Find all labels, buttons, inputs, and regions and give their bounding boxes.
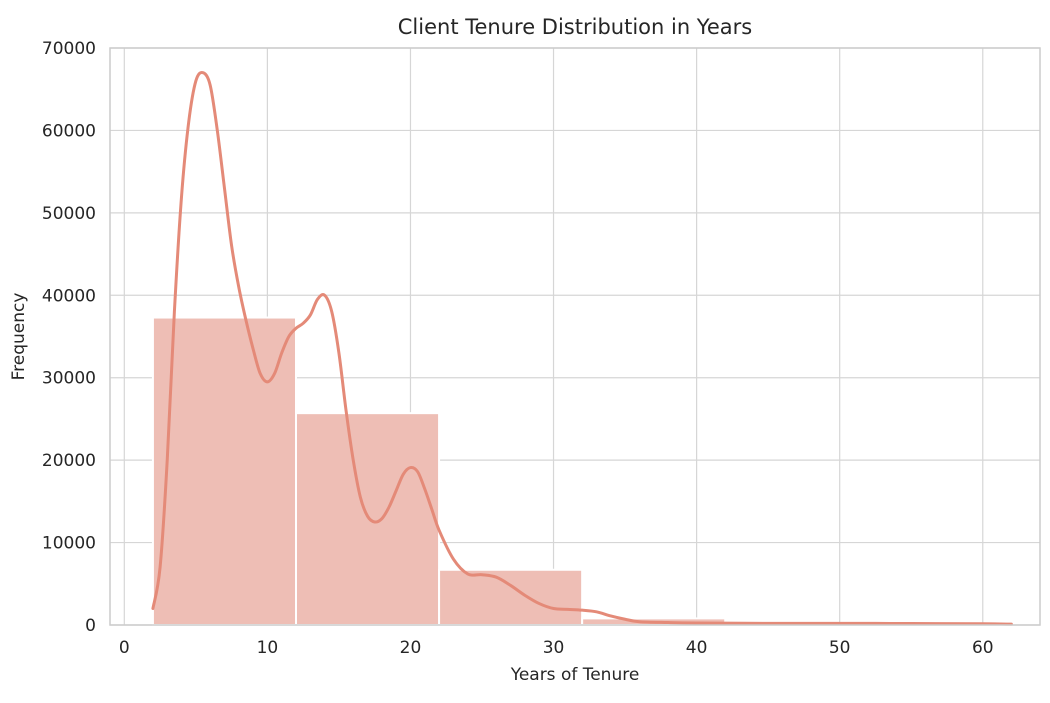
histogram-bar (295, 412, 441, 626)
y-tick-label: 0 (85, 616, 96, 636)
kde-curve-layer (151, 71, 1013, 626)
y-tick-label: 50000 (42, 204, 96, 224)
x-tick-label: 50 (829, 638, 851, 658)
histogram-bars (151, 316, 1013, 627)
x-tick-label: 60 (972, 638, 994, 658)
y-tick-label: 70000 (42, 39, 96, 59)
y-axis-label: Frequency (9, 293, 29, 381)
y-tick-label: 10000 (42, 534, 96, 554)
x-axis-label: Years of Tenure (510, 665, 640, 685)
histogram-bar (438, 568, 584, 626)
x-tick-label: 30 (543, 638, 565, 658)
y-tick-label: 30000 (42, 369, 96, 389)
histogram-bar (151, 316, 297, 626)
chart-title: Client Tenure Distribution in Years (398, 15, 752, 39)
y-tick-label: 60000 (42, 121, 96, 141)
y-tick-label: 20000 (42, 451, 96, 471)
x-tick-label: 0 (119, 638, 130, 658)
plot-frame (109, 47, 1041, 626)
y-tick-labels: 0 10000 20000 30000 40000 50000 60000 70000 (42, 39, 96, 636)
x-tick-label: 20 (400, 638, 422, 658)
x-tick-label: 40 (686, 638, 708, 658)
x-tick-label: 10 (257, 638, 279, 658)
y-tick-label: 40000 (42, 286, 96, 306)
kde-curve (151, 71, 1013, 626)
x-tick-labels: 0 10 20 30 40 50 60 (119, 638, 994, 658)
